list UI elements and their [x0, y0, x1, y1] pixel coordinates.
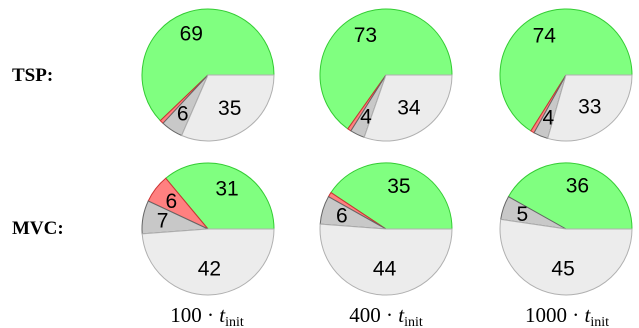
pie-1-2: 73 4 34 — [319, 8, 453, 142]
pie-slice — [141, 228, 275, 296]
pie-slice-label: 4 — [542, 107, 554, 130]
pie-slice — [499, 8, 633, 132]
pie-slice-label: 31 — [215, 177, 238, 200]
pie-slice — [547, 74, 633, 142]
pie-slice-label: 45 — [551, 258, 574, 281]
column-label-3: 1000 · tinit — [525, 303, 609, 328]
pie-slice-label: 5 — [516, 203, 528, 226]
pie-1-1: 69 6 35 — [141, 8, 275, 142]
pie-slice-label: 74 — [533, 25, 557, 48]
pie-slice-label: 34 — [397, 96, 421, 119]
row-label-mvc: MVC: — [12, 218, 64, 239]
pie-slice-label: 7 — [157, 210, 169, 233]
pie-slice — [319, 223, 453, 296]
pie-slice-label: 69 — [180, 22, 203, 45]
pie-slice-label: 33 — [578, 96, 601, 119]
pie-slice — [181, 74, 275, 142]
column-label-1: 100 · tinit — [170, 303, 244, 328]
pie-2-3: 36 5 45 — [499, 162, 633, 296]
pie-slice — [363, 74, 453, 142]
pie-1-3: 74 4 33 — [499, 8, 633, 142]
pie-slice — [319, 8, 453, 130]
pie-slice-label: 6 — [336, 205, 348, 228]
pie-slice-label: 35 — [218, 97, 241, 120]
pie-slice-label: 6 — [177, 103, 189, 126]
pie-slice-label: 6 — [166, 190, 178, 213]
pie-2-1: 31 67 42 — [141, 162, 275, 296]
pie-slice-label: 4 — [360, 106, 372, 129]
pie-slice — [141, 8, 275, 122]
pie-slice — [499, 218, 633, 296]
pie-2-2: 35 6 44 — [319, 162, 453, 296]
row-label-tsp: TSP: — [12, 65, 53, 86]
pie-slice-label: 35 — [387, 175, 410, 198]
column-label-2: 400 · tinit — [349, 303, 423, 328]
pie-slice — [507, 162, 633, 230]
pie-slice-label: 36 — [566, 175, 589, 198]
pie-slice — [165, 162, 275, 230]
pie-slice-label: 42 — [198, 258, 221, 281]
pie-slice-label: 73 — [354, 24, 377, 47]
pie-slice-label: 44 — [373, 258, 397, 281]
